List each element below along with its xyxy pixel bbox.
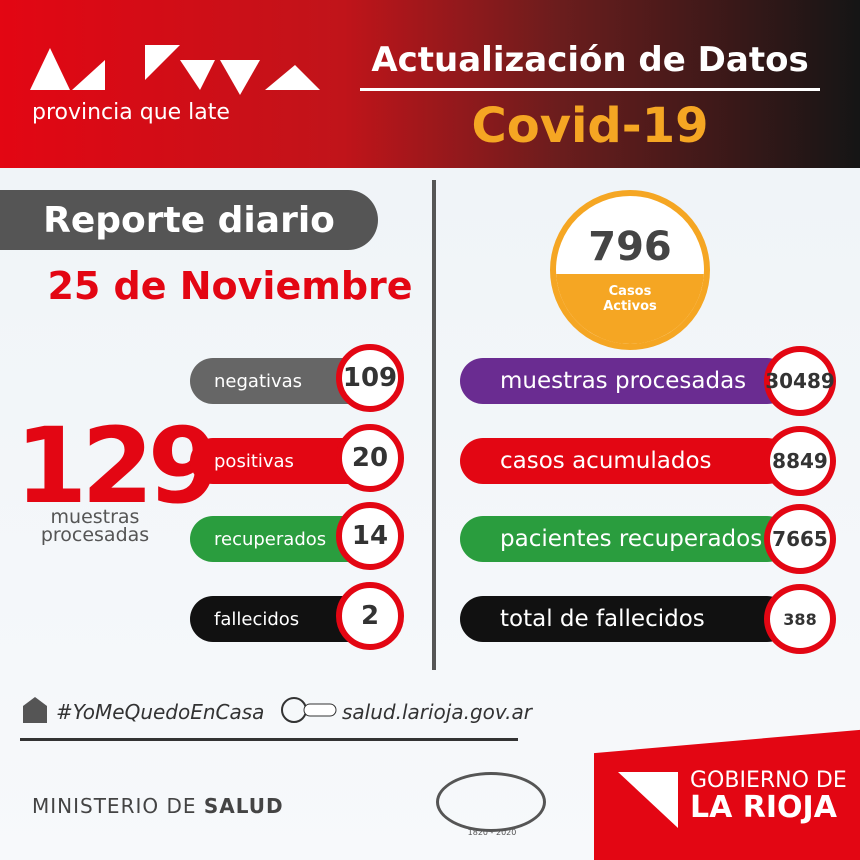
daily-row-value: 109 [336,344,404,412]
total-row-label: total de fallecidos [460,596,790,642]
gov-line2: LA RIOJA [690,790,837,825]
active-value: 796 [588,224,672,270]
daily-row-value: 2 [336,582,404,650]
title: Actualización de Datos [371,40,809,80]
logo [30,45,320,95]
total-row-label: pacientes recuperados [460,516,790,562]
date: 25 de Noviembre [47,264,413,308]
anniversary: 1820 - 2020 [467,828,517,837]
hashtag: #YoMeQuedoEnCasa [56,700,265,724]
home-icon [23,697,47,723]
vertical-divider [432,180,436,670]
total-row-value: 388 [764,584,836,654]
gov-line1: GOBIERNO DE [690,768,847,793]
website: salud.larioja.gov.ar [342,700,532,724]
total-row-value: 7665 [764,504,836,574]
web-icon [281,697,337,723]
daily-total: 129 [15,405,220,527]
total-row-label: casos acumulados [460,438,790,484]
tagline: provincia que late [32,100,230,125]
active-fill [556,274,704,344]
footer-line [20,738,518,741]
ministry-bold: SALUD [203,794,284,818]
divider [360,88,820,91]
daily-label: Reporte diario [0,190,378,250]
subtitle: Covid-19 [471,98,709,154]
active-circle: 796 Casos Activos [550,190,710,350]
daily-total-label: muestras procesadas [40,506,150,546]
anniversary-logo [436,772,546,832]
active-label: Casos Activos [603,284,657,314]
gov-logo [618,772,678,828]
total-row-label: muestras procesadas [460,358,790,404]
ministry: MINISTERIO DE SALUD [32,794,284,818]
total-row-value: 30489 [764,346,836,416]
total-row-value: 8849 [764,426,836,496]
daily-row-value: 14 [336,502,404,570]
daily-row-value: 20 [336,424,404,492]
header [0,0,860,168]
ministry-text: MINISTERIO DE [32,794,197,818]
